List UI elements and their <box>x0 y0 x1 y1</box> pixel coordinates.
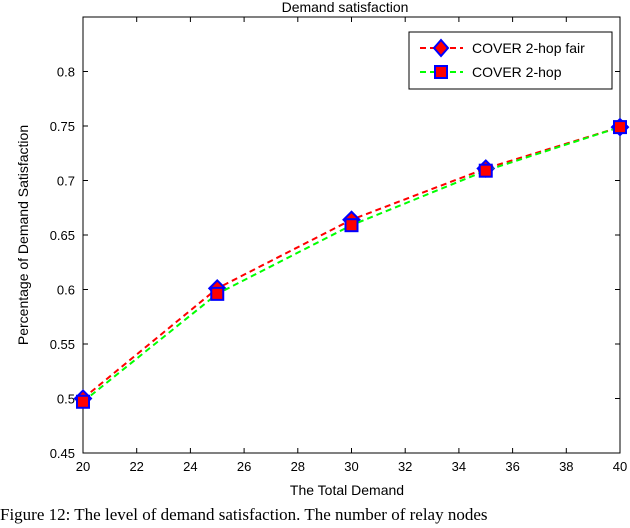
data-point-square <box>76 394 90 409</box>
x-tick-label: 38 <box>559 459 573 474</box>
figure-caption: Figure 12: The level of demand satisfact… <box>0 505 488 524</box>
y-tick-label: 0.8 <box>57 65 75 80</box>
plot-area <box>82 16 621 454</box>
x-tick-label: 28 <box>291 459 305 474</box>
legend: COVER 2-hop fair COVER 2-hop <box>408 31 613 90</box>
x-tick-label: 32 <box>398 459 412 474</box>
data-point-square <box>344 218 359 233</box>
series-layer <box>73 117 630 409</box>
series-1 <box>76 120 627 409</box>
y-tick-label: 0.5 <box>57 392 75 407</box>
data-point-square <box>478 163 493 178</box>
x-tick-label: 22 <box>129 459 143 474</box>
x-tick-label: 26 <box>237 459 251 474</box>
y-tick-label: 0.55 <box>50 337 75 352</box>
legend-label-plain: COVER 2-hop <box>472 64 562 80</box>
y-tick-label: 0.6 <box>57 283 75 298</box>
line-chart: Demand satisfaction 20 22 24 26 28 30 32 34 36 38… <box>15 0 630 498</box>
x-axis: 20 22 24 26 28 30 32 34 36 38 40 <box>76 17 627 474</box>
y-tick-label: 0.65 <box>50 228 75 243</box>
x-axis-label: The Total Demand <box>290 482 404 498</box>
y-axis-label: Percentage of Demand Satisfaction <box>15 125 31 345</box>
y-tick-label: 0.7 <box>57 174 75 189</box>
x-tick-label: 40 <box>613 459 627 474</box>
y-axis: 0.45 0.5 0.55 0.6 0.65 0.7 0.75 0.8 <box>50 65 620 461</box>
legend-diamond-marker <box>432 38 450 58</box>
y-tick-label: 0.45 <box>50 446 75 461</box>
x-tick-label: 24 <box>183 459 197 474</box>
x-tick-label: 30 <box>344 459 358 474</box>
x-tick-label: 36 <box>505 459 519 474</box>
data-point-square <box>613 120 627 135</box>
x-tick-label: 20 <box>76 459 90 474</box>
legend-label-fair: COVER 2-hop fair <box>472 40 585 56</box>
data-point-square <box>210 286 225 301</box>
legend-square-marker <box>434 65 448 79</box>
x-tick-label: 34 <box>452 459 466 474</box>
chart-title: Demand satisfaction <box>282 0 409 15</box>
y-tick-label: 0.75 <box>50 119 75 134</box>
